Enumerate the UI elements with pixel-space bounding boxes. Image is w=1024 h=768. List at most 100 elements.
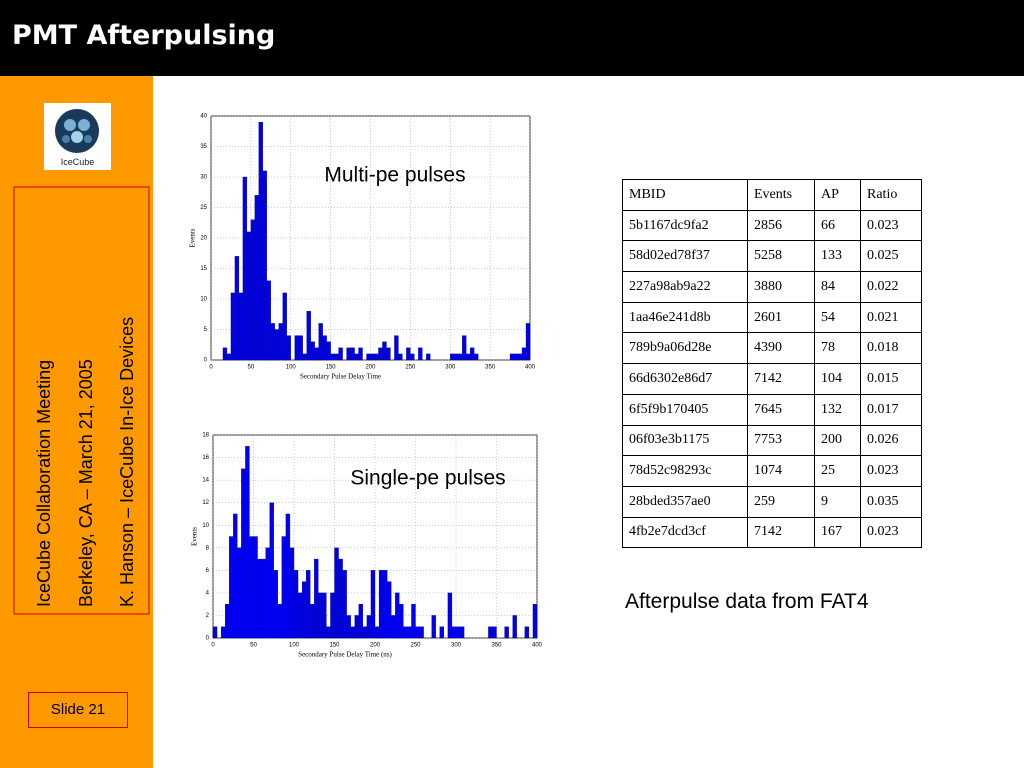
location: Berkeley, CA – March 21, 2005 — [76, 359, 96, 607]
bar — [488, 626, 493, 639]
bar — [403, 626, 408, 639]
table-row: 1aa46e241d8b 2601 54 0.021 — [622, 301, 922, 334]
bar — [314, 558, 319, 639]
table-cell: 54 — [814, 301, 861, 334]
table-cell: 789b9a06d28e — [622, 332, 748, 365]
table-cell: 104 — [814, 363, 861, 395]
bar — [212, 626, 218, 639]
bar — [407, 626, 412, 639]
bar — [297, 592, 303, 639]
bar — [447, 592, 453, 639]
author: K. Hanson – IceCube In-Ice Devices — [117, 317, 137, 607]
table-cell: 200 — [814, 424, 861, 457]
y-tick-label: 10 — [202, 523, 209, 529]
info-box — [13, 186, 150, 615]
bar — [229, 536, 234, 639]
table-cell: 7142 — [747, 516, 815, 549]
y-tick-label: 0 — [206, 636, 210, 642]
table-cell: 7645 — [747, 393, 815, 426]
bar — [418, 347, 423, 361]
y-tick-label: 14 — [202, 478, 209, 484]
y-axis-label: Events — [191, 527, 199, 546]
y-tick-label: 40 — [200, 114, 207, 120]
bar — [419, 626, 424, 639]
table-cell: 9 — [814, 485, 861, 518]
bar — [261, 558, 266, 639]
table-cell: 4390 — [747, 332, 815, 365]
bar — [254, 195, 260, 361]
bar — [298, 335, 303, 361]
table-cell: MBID — [622, 179, 748, 211]
bar — [330, 353, 335, 361]
bar — [391, 615, 396, 639]
table-cell: 0.023 — [860, 209, 922, 242]
bar — [326, 341, 331, 361]
bar — [265, 547, 270, 639]
x-tick-label: 50 — [248, 365, 255, 371]
bar — [302, 353, 307, 361]
bar — [426, 353, 431, 361]
bar — [378, 347, 383, 361]
bar — [226, 353, 232, 361]
bar — [281, 536, 287, 639]
table-cell: 4fb2e7dcd3cf — [622, 516, 748, 549]
data-table: MBID Events AP Ratio 5b1167dc9fa2 2856 66 0.023… — [622, 179, 922, 549]
bar — [378, 570, 384, 639]
bar — [273, 570, 278, 639]
table-cell: Events — [747, 179, 815, 211]
bar — [474, 353, 479, 361]
x-tick-label: 250 — [405, 365, 416, 371]
y-tick-label: 25 — [200, 205, 207, 211]
y-tick-label: 12 — [202, 500, 209, 506]
bar — [366, 615, 372, 639]
table-cell: 66 — [814, 209, 861, 242]
bar — [285, 513, 291, 639]
y-tick-label: 20 — [200, 236, 207, 242]
bar — [330, 592, 335, 639]
bar — [310, 341, 315, 361]
bar — [249, 536, 254, 639]
bar — [382, 570, 388, 639]
table-cell: 0.022 — [860, 271, 922, 303]
bar — [366, 353, 371, 361]
bar — [415, 626, 420, 639]
bar — [386, 347, 391, 361]
table-cell: 78 — [814, 332, 861, 365]
bar — [504, 626, 509, 639]
y-tick-label: 15 — [200, 266, 207, 272]
logo-graphic — [55, 109, 99, 153]
y-tick-label: 5 — [204, 327, 208, 333]
x-tick-label: 100 — [289, 643, 300, 649]
bar — [399, 604, 404, 639]
bar — [322, 335, 327, 361]
bar — [241, 468, 246, 639]
x-tick-label: 300 — [445, 365, 456, 371]
table-row: 789b9a06d28e 4390 78 0.018 — [622, 332, 922, 365]
table-row: 58d02ed78f37 5258 133 0.025 — [622, 240, 922, 273]
bar — [230, 292, 236, 361]
bar — [354, 353, 359, 361]
bar — [346, 347, 351, 361]
logo-text: IceCube — [60, 157, 95, 167]
table-cell: 84 — [814, 271, 861, 303]
bar — [492, 626, 497, 639]
bar — [525, 323, 531, 361]
meeting: IceCube Collaboration Meeting — [34, 360, 54, 607]
bar — [450, 353, 455, 361]
sidebar — [0, 76, 153, 768]
table-cell: 28bded357ae0 — [622, 485, 748, 518]
bar — [358, 604, 363, 639]
table-cell: 259 — [747, 485, 815, 518]
table-cell: AP — [814, 179, 861, 211]
bar — [395, 592, 400, 639]
bar — [350, 626, 355, 639]
bar — [305, 570, 311, 639]
table-cell: 1074 — [747, 455, 815, 487]
table-cell: 58d02ed78f37 — [622, 240, 748, 273]
x-axis-label: Secondary Pulse Delay Time — [300, 373, 381, 381]
table-cell: 5258 — [747, 240, 815, 273]
bar — [466, 353, 471, 361]
bar — [509, 353, 515, 361]
y-tick-label: 30 — [200, 175, 207, 181]
bar — [318, 323, 323, 361]
